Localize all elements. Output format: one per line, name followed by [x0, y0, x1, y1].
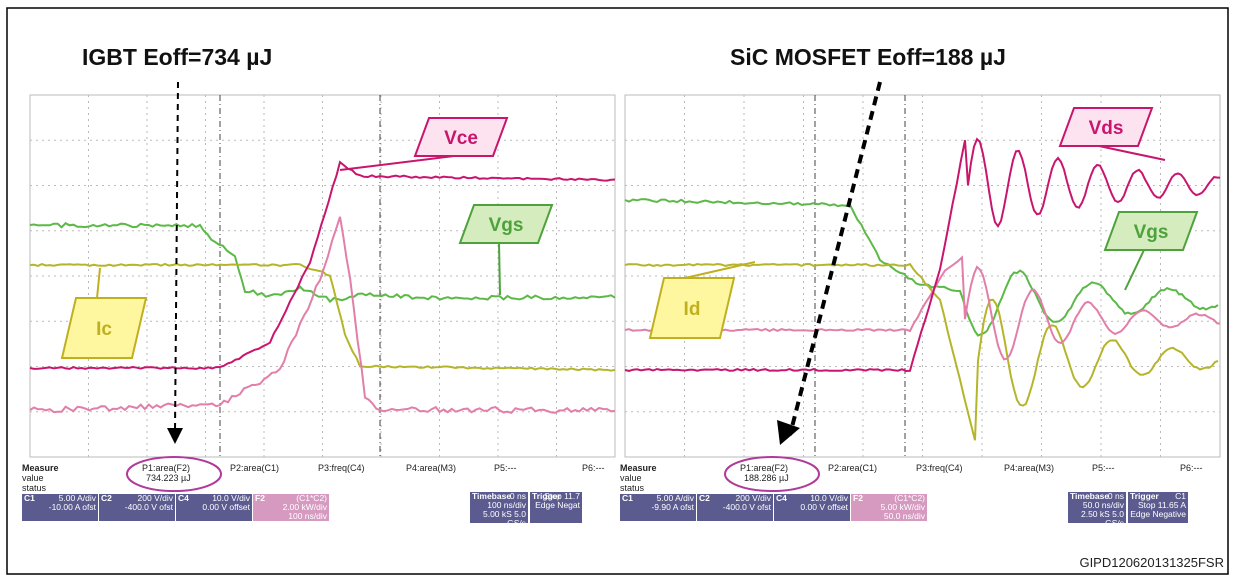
measure-param: P1:area(F2) — [142, 463, 190, 473]
channel-box: F2 (C1*C2) 5.00 kW/div 50.0 ns/div — [851, 494, 927, 521]
timebase-box: Timebase 0 ns 100 ns/div 5.00 kS 5.0 GS/s — [470, 492, 528, 523]
timebase-box: Trigger Stop 11.7 Edge Negat — [530, 492, 582, 523]
channel-name: C1 — [622, 494, 633, 503]
channel-box: C2 200 V/div -400.0 V ofst — [697, 494, 773, 521]
channel-line: 100 ns/div — [255, 512, 327, 521]
measure-param: P1:area(F2) — [740, 463, 788, 473]
channel-name: F2 — [853, 494, 863, 503]
channel-box: C2 200 V/div -400.0 V ofst — [99, 494, 175, 521]
measure-param: P2:area(C1) — [230, 463, 279, 473]
channel-line: 0.00 V offset — [178, 503, 250, 512]
channel-name: C2 — [101, 494, 112, 503]
channel-name: F2 — [255, 494, 265, 503]
wave-label: Id — [684, 299, 701, 320]
measure-row: value — [22, 473, 44, 483]
measure-heading: Measure — [620, 463, 657, 473]
channel-box: C1 5.00 A/div -10.00 A ofst — [22, 494, 98, 521]
measure-param: P3:freq(C4) — [916, 463, 963, 473]
channel-name: C4 — [178, 494, 189, 503]
wave-label: Vgs — [1134, 222, 1169, 243]
measure-param: P5:--- — [1092, 463, 1115, 473]
measure-value: 734.223 µJ — [146, 473, 191, 483]
measure-row: status — [620, 483, 644, 493]
panel-title: IGBT Eoff=734 µJ — [82, 44, 272, 71]
arrow — [499, 243, 500, 295]
measure-row: value — [620, 473, 642, 483]
box-line: 2.50 kS 5.0 GS/s — [1070, 510, 1124, 528]
channel-line: 50.0 ns/div — [853, 512, 925, 521]
wave-label: Vce — [444, 128, 478, 149]
channel-box: F2 (C1*C2) 2.00 kW/div 100 ns/div — [253, 494, 329, 521]
timebase-box: Trigger C1 Stop 11.65 A Edge Negative — [1128, 492, 1188, 523]
measure-row: status — [22, 483, 46, 493]
box-line: Edge Negative — [1130, 510, 1186, 519]
channel-line: -400.0 V ofst — [699, 503, 771, 512]
timebase-box: Timebase 0 ns 50.0 ns/div 2.50 kS 5.0 GS/s — [1068, 492, 1126, 523]
wave-label: Vds — [1089, 118, 1124, 139]
measure-param: P5:--- — [494, 463, 517, 473]
channel-box: C1 5.00 A/div -9.90 A ofst — [620, 494, 696, 521]
measure-param: P2:area(C1) — [828, 463, 877, 473]
page: {"figure_id":"GIPD120620131325FSR", "pan… — [0, 0, 1234, 582]
box-name: Trigger — [1130, 492, 1159, 501]
box-line: 5.00 kS 5.0 GS/s — [472, 510, 526, 528]
measure-param: P6:--- — [1180, 463, 1203, 473]
channel-box: C4 10.0 V/div 0.00 V offset — [176, 494, 252, 521]
box-name: Trigger — [532, 492, 561, 501]
channel-line: -9.90 A ofst — [622, 503, 694, 512]
box-name: Timebase — [472, 492, 511, 501]
measure-param: P4:area(M3) — [406, 463, 456, 473]
measure-value: 188.286 µJ — [744, 473, 789, 483]
measure-param: P3:freq(C4) — [318, 463, 365, 473]
channel-line: 0.00 V offset — [776, 503, 848, 512]
channel-name: C1 — [24, 494, 35, 503]
channel-name: C4 — [776, 494, 787, 503]
measure-heading: Measure — [22, 463, 59, 473]
channel-line: -400.0 V ofst — [101, 503, 173, 512]
channel-line: -10.00 A ofst — [24, 503, 96, 512]
figure-id: GIPD120620131325FSR — [1079, 555, 1224, 570]
box-line: Edge Negat — [532, 501, 580, 510]
channel-name: C2 — [699, 494, 710, 503]
measure-param: P4:area(M3) — [1004, 463, 1054, 473]
wave-label: Vgs — [489, 215, 524, 236]
panel-title: SiC MOSFET Eoff=188 µJ — [730, 44, 1006, 71]
measure-param: P6:--- — [582, 463, 605, 473]
channel-box: C4 10.0 V/div 0.00 V offset — [774, 494, 850, 521]
wave-label: Ic — [96, 319, 112, 340]
box-name: Timebase — [1070, 492, 1109, 501]
